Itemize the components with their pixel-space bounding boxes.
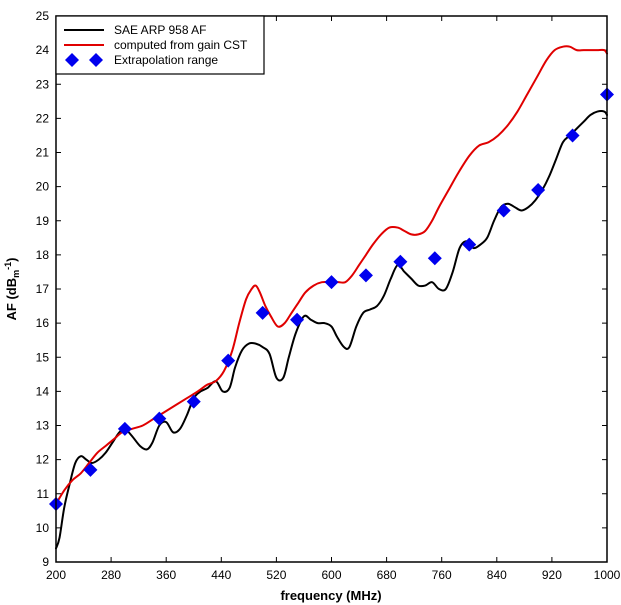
- y-axis-title: AF (dBm-1): [3, 258, 21, 321]
- y-tick-label: 18: [36, 248, 50, 262]
- y-tick-label: 23: [36, 77, 50, 91]
- x-tick-label: 280: [101, 568, 121, 582]
- y-tick-label: 20: [36, 180, 50, 194]
- y-axis-title-main: AF (dB: [4, 278, 19, 321]
- data-marker: [393, 254, 408, 269]
- data-marker: [565, 128, 580, 143]
- legend-marker-series-3b: [89, 53, 103, 67]
- y-tick-label: 13: [36, 419, 50, 433]
- y-tick-label: 12: [36, 453, 50, 467]
- y-tick-label: 9: [42, 555, 49, 569]
- y-tick-label: 17: [36, 282, 50, 296]
- x-tick-label: 600: [321, 568, 341, 582]
- data-marker: [255, 305, 270, 320]
- data-marker: [117, 421, 132, 436]
- data-marker: [290, 312, 305, 327]
- x-tick-label: 360: [156, 568, 176, 582]
- x-tick-labels: 200 280 360 440 520 600 680 760 840 920 1000: [46, 568, 621, 582]
- y-tick-label: 15: [36, 350, 50, 364]
- data-marker: [324, 275, 339, 290]
- x-tick-label: 760: [432, 568, 452, 582]
- x-tick-label: 1000: [594, 568, 621, 582]
- y-tick-label: 21: [36, 146, 50, 160]
- x-tick-label: 920: [542, 568, 562, 582]
- y-axis-title-sup: -1: [3, 262, 13, 270]
- legend: SAE ARP 958 AF computed from gain CST Ex…: [55, 15, 265, 75]
- y-tick-label: 25: [36, 9, 50, 23]
- series-line-1: [55, 110, 608, 550]
- data-marker: [152, 411, 167, 426]
- series-line-2: [55, 45, 608, 505]
- legend-label-series-3: Extrapolation range: [114, 53, 218, 67]
- data-marker: [83, 462, 98, 477]
- legend-marker-series-3a: [65, 53, 79, 67]
- y-tick-label: 16: [36, 316, 50, 330]
- plot-series: [55, 45, 608, 550]
- y-tick-label: 19: [36, 214, 50, 228]
- x-axis-title: frequency (MHz): [280, 588, 381, 603]
- legend-label-series-2: computed from gain CST: [114, 38, 248, 52]
- y-tick-label: 22: [36, 111, 50, 125]
- y-tick-label: 10: [36, 521, 50, 535]
- plot-area-frame: [55, 15, 608, 563]
- data-marker: [427, 251, 442, 266]
- x-tick-label: 840: [487, 568, 507, 582]
- y-tick-labels: 9 10 11 12 13 14 15 16 17 18 19 20 21 22 23 24 25: [36, 9, 50, 569]
- y-axis-title-end: ): [4, 258, 19, 262]
- legend-label-series-1: SAE ARP 958 AF: [114, 23, 207, 37]
- y-axis-title-sub: m: [11, 270, 21, 278]
- data-marker: [531, 183, 546, 198]
- x-tick-label: 680: [377, 568, 397, 582]
- plot-markers: [49, 87, 614, 511]
- data-marker: [186, 394, 201, 409]
- x-tick-label: 520: [266, 568, 286, 582]
- y-tick-label: 14: [36, 384, 50, 398]
- x-tick-label: 440: [211, 568, 231, 582]
- data-marker: [221, 353, 236, 368]
- y-tick-label: 24: [36, 43, 50, 57]
- data-marker: [358, 268, 373, 283]
- data-marker: [462, 237, 477, 252]
- x-tick-label: 200: [46, 568, 66, 582]
- y-tick-label: 11: [37, 487, 50, 501]
- data-marker: [496, 203, 511, 218]
